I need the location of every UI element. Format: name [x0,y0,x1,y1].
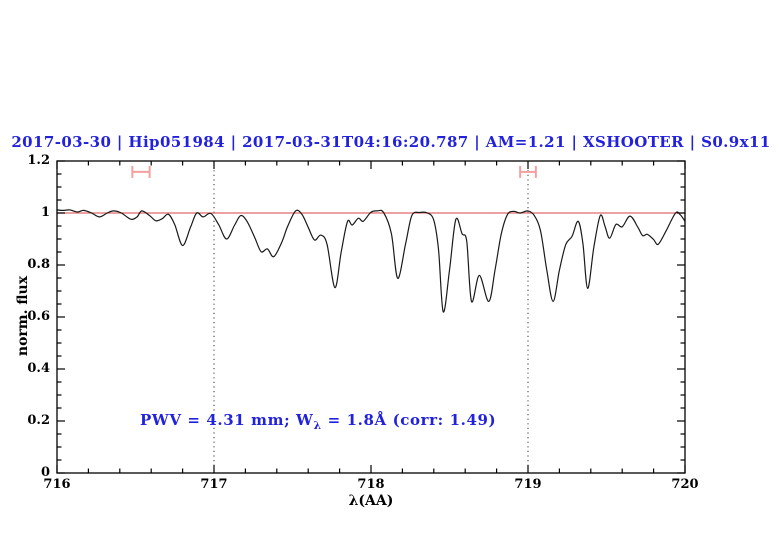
axis-frame [56,160,686,474]
pwv-annotation-pre: PWV = 4.31 mm; W [140,411,314,429]
y-axis-title: norm. flux [15,275,31,357]
plot-title: 2017-03-30 | Hip051984 | 2017-03-31T04:1… [11,133,771,151]
spectrum-line [56,209,686,313]
pwv-annotation-post: = 1.8Å (corr: 1.49) [321,411,497,429]
pwv-annotation-sub: λ [313,419,322,432]
x-axis-title: λ(AA) [348,493,394,509]
pwv-annotation: PWV = 4.31 mm; Wλ = 1.8Å (corr: 1.49) [140,411,496,432]
